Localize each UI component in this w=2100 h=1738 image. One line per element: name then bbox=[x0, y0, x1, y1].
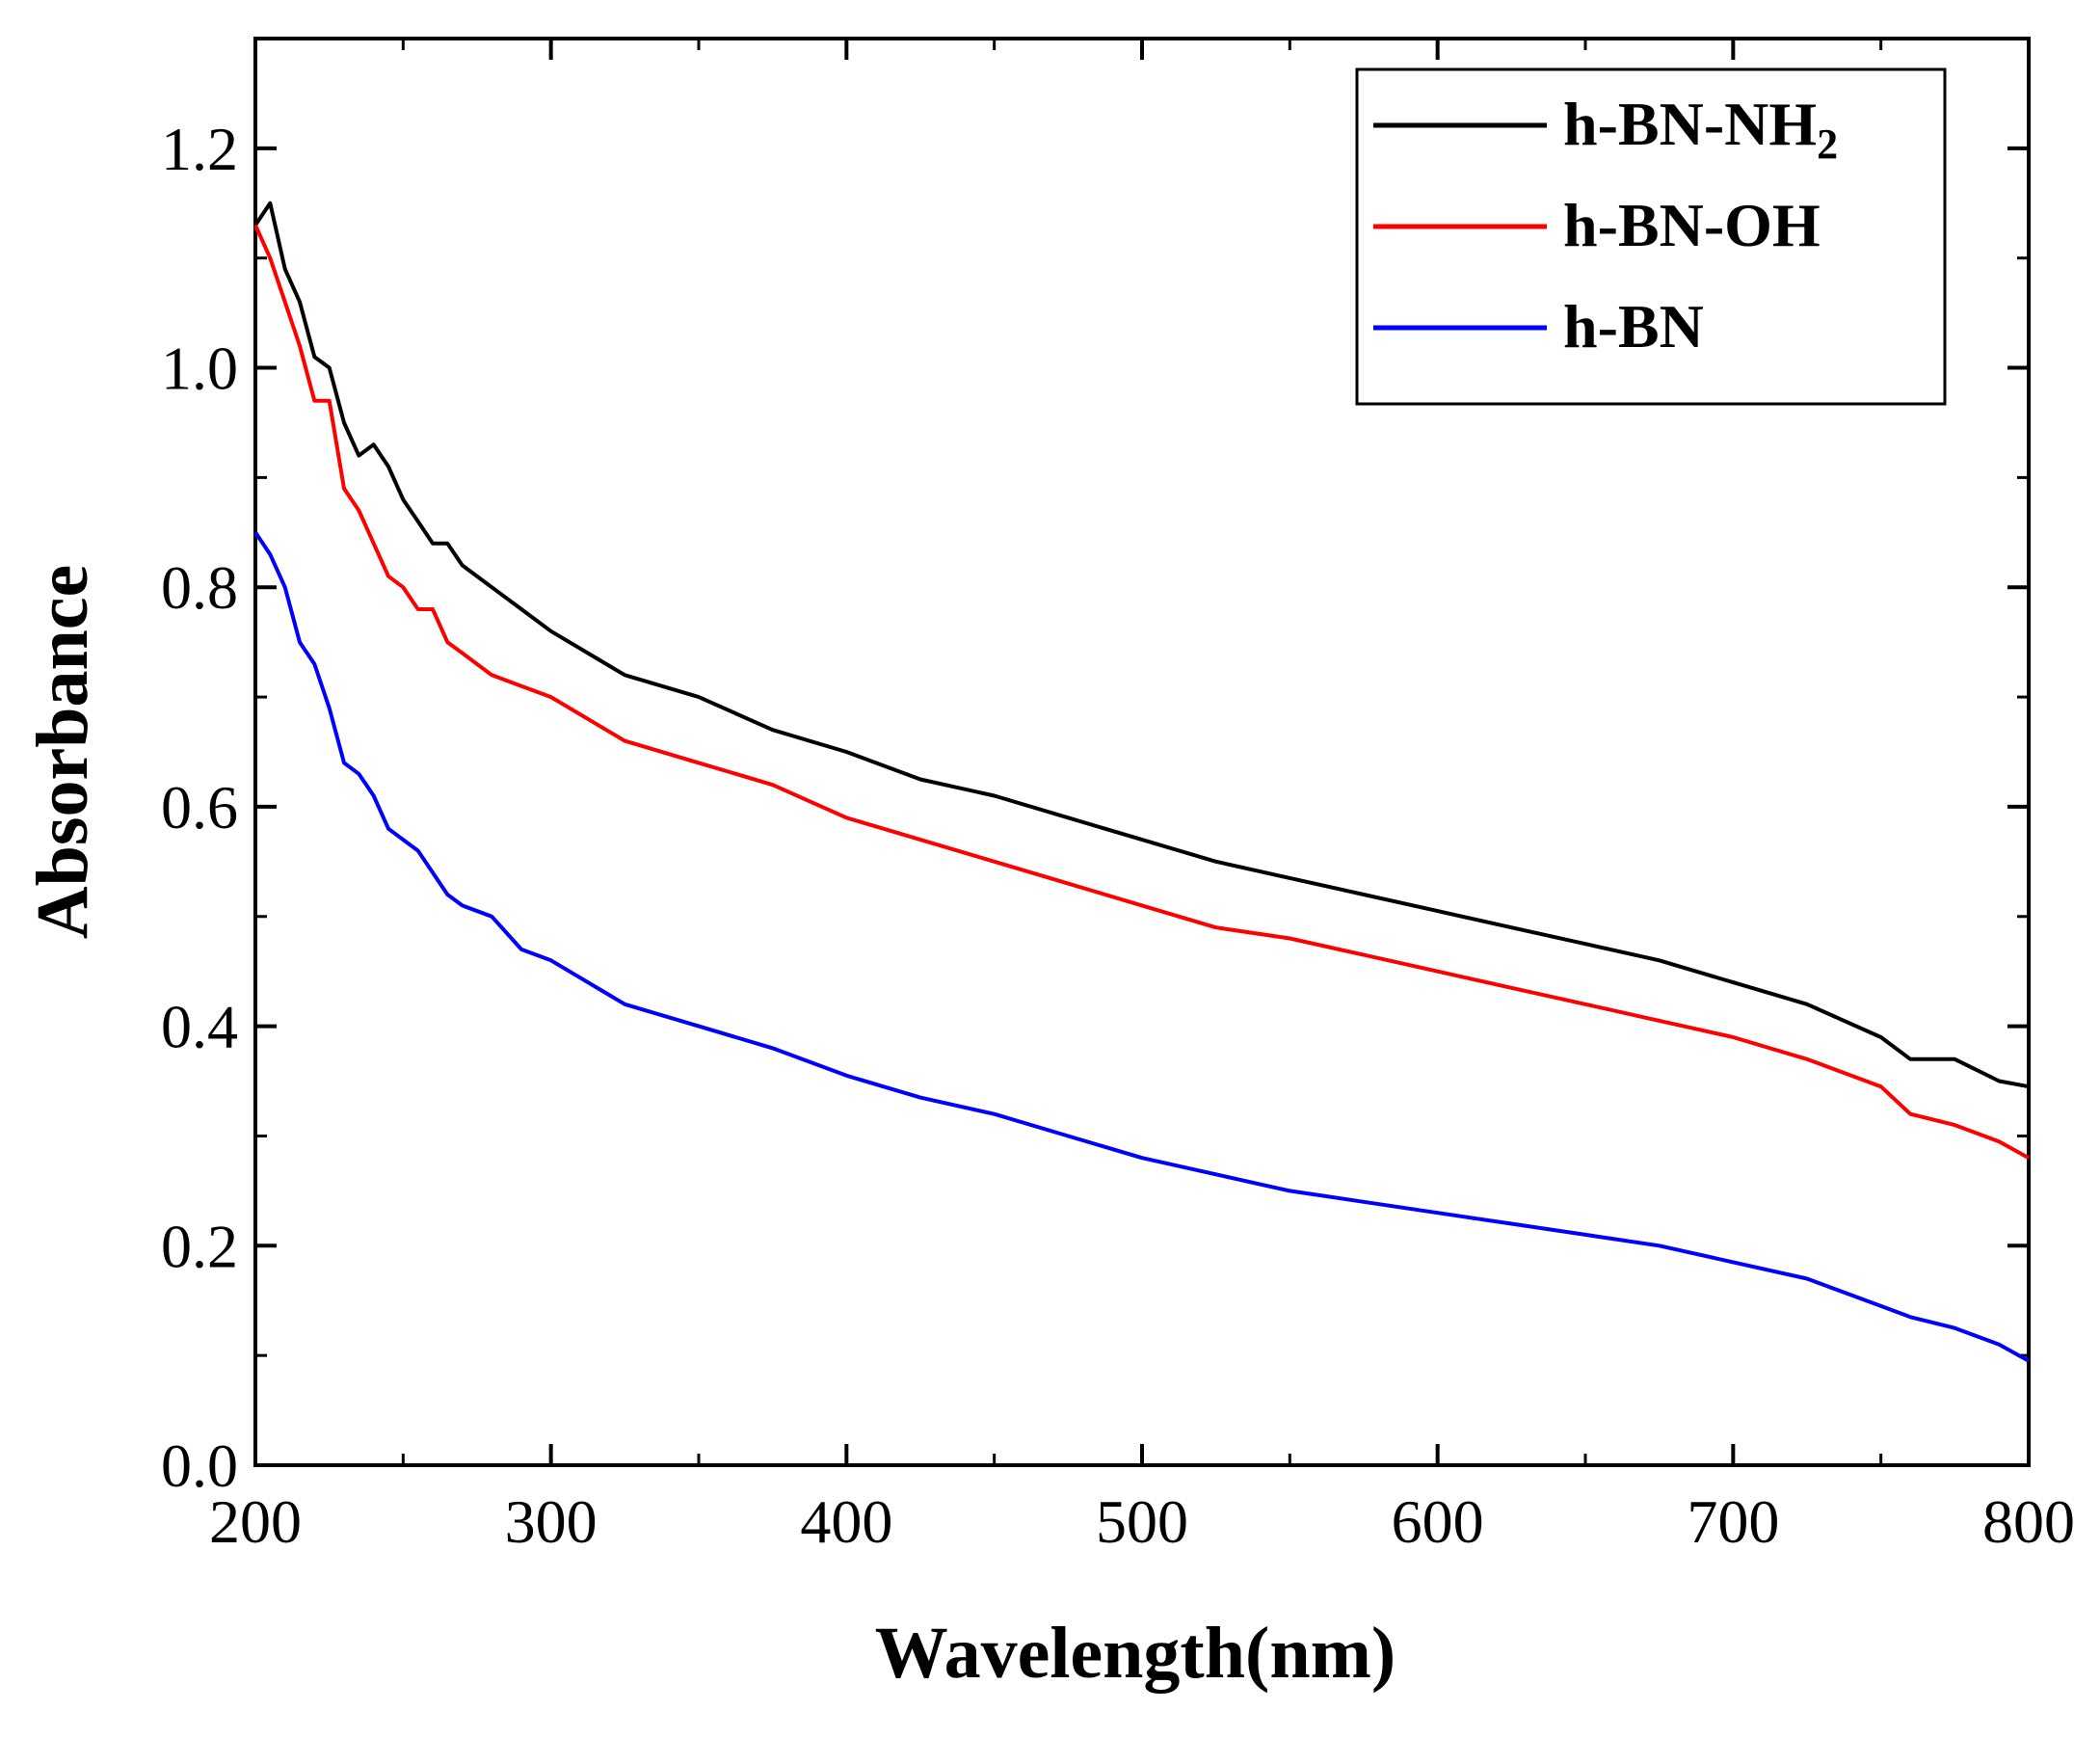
y-tick-label: 1.2 bbox=[161, 115, 238, 183]
legend: h-BN-NH2 h-BN-OH h-BN bbox=[1355, 67, 1947, 406]
legend-label-2: h-BN bbox=[1563, 292, 1704, 361]
y-axis-ticks: 0.0 0.2 0.4 0.6 0.8 1.0 1.2 bbox=[161, 115, 2029, 1500]
series-line-0 bbox=[253, 201, 2030, 1089]
x-axis-title: Wavelength(nm) bbox=[875, 1613, 1396, 1694]
y-axis-title: Absorbance bbox=[22, 565, 103, 939]
y-tick-label: 0.2 bbox=[161, 1212, 238, 1280]
legend-label-subscript: 2 bbox=[1817, 120, 1838, 168]
y-tick-label: 0.8 bbox=[161, 553, 238, 622]
x-tick-label: 300 bbox=[505, 1487, 598, 1556]
y-tick-label: 0.6 bbox=[161, 773, 238, 842]
x-tick-label: 700 bbox=[1687, 1487, 1779, 1556]
legend-label-text: h-BN-NH bbox=[1563, 90, 1817, 158]
legend-label-1: h-BN-OH bbox=[1563, 191, 1821, 259]
legend-label-0: h-BN-NH2 bbox=[1563, 90, 1838, 168]
x-tick-label: 500 bbox=[1096, 1487, 1188, 1556]
y-tick-label: 0.4 bbox=[161, 993, 238, 1061]
x-tick-label: 800 bbox=[1982, 1487, 2075, 1556]
x-tick-label: 400 bbox=[800, 1487, 892, 1556]
x-tick-label: 200 bbox=[209, 1487, 302, 1556]
y-tick-label: 0.0 bbox=[161, 1431, 238, 1500]
y-tick-label: 1.0 bbox=[161, 334, 238, 403]
legend-label-text: h-BN-OH bbox=[1563, 191, 1821, 259]
x-axis-ticks: 200 300 400 500 600 700 800 bbox=[209, 39, 2075, 1556]
series-line-1 bbox=[253, 224, 2030, 1160]
legend-label-text: h-BN bbox=[1563, 292, 1704, 361]
x-tick-label: 600 bbox=[1392, 1487, 1484, 1556]
series-line-2 bbox=[253, 531, 2030, 1363]
series-lines bbox=[253, 201, 2030, 1363]
